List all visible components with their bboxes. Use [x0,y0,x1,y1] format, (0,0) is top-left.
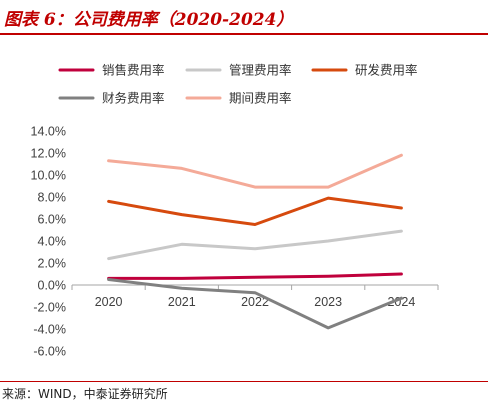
source-divider [0,381,488,382]
series-line-3 [107,196,403,226]
title-divider [0,33,488,35]
y-tick-label: -6.0% [33,345,66,359]
y-tick-label: 0.0% [38,279,67,293]
chart-title: 图表 6：公司费用率（2020-2024） [4,10,294,30]
y-tick-label: 14.0% [31,125,66,139]
y-tick-label: 2.0% [38,257,67,271]
y-tick-label: -2.0% [33,301,66,315]
x-axis: 2020 2021 2022 2023 2024 [71,284,439,309]
x-tick-label: 2024 [387,295,415,309]
y-tick-label: 12.0% [31,147,66,161]
y-tick-label: 10.0% [31,169,66,183]
legend-label-5: 期间费用率 [229,91,292,106]
source-note: 来源：WIND，中泰证券研究所 [2,387,168,401]
y-tick-label: -4.0% [33,323,66,337]
y-tick-label: 8.0% [38,191,67,205]
series-line-4 [107,278,403,330]
x-tick-label: 2020 [95,295,123,309]
x-tick-label: 2023 [314,295,342,309]
x-tick-label: 2021 [168,295,196,309]
y-axis: 14.0% 12.0% 10.0% 8.0% 6.0% 4.0% 2.0% 0.0% -2.0%… [31,125,66,359]
x-tick-label: 2022 [241,295,269,309]
series-line-5 [107,153,403,189]
y-tick-label: 6.0% [38,213,67,227]
series-lines [107,153,403,330]
y-tick-label: 4.0% [38,235,67,249]
legend-label-2: 管理费用率 [229,63,292,78]
legend-label-1: 销售费用率 [102,63,165,78]
legend-label-3: 研发费用率 [355,63,418,78]
series-line-2 [107,229,403,261]
legend-label-4: 财务费用率 [102,91,165,106]
series-line-1 [107,272,403,280]
